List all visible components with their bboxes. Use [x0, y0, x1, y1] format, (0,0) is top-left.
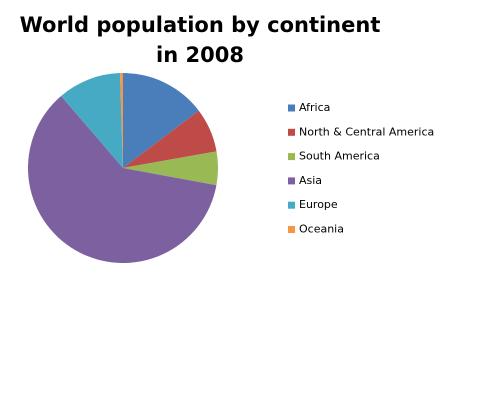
legend-label: Europe	[299, 198, 338, 211]
pie-slice	[123, 73, 199, 168]
legend-swatch	[288, 104, 295, 112]
legend-swatch	[288, 226, 295, 233]
legend-swatch	[288, 201, 295, 209]
legend-label: Africa	[299, 101, 330, 114]
legend-swatch	[288, 128, 295, 136]
legend-swatch	[288, 177, 295, 185]
legend-label: Oceania	[299, 223, 344, 236]
pie-slice	[61, 73, 123, 168]
legend-label: Asia	[299, 174, 322, 187]
pie-slice	[123, 151, 218, 186]
legend-label: South America	[299, 150, 380, 163]
legend-label: North & Central America	[299, 125, 434, 138]
pie-slice	[123, 110, 217, 168]
chart-title: World population by continent in 2008	[19, 13, 381, 67]
pie-slice	[27, 95, 217, 264]
pie-slice	[120, 73, 123, 168]
legend-swatch	[288, 153, 295, 161]
